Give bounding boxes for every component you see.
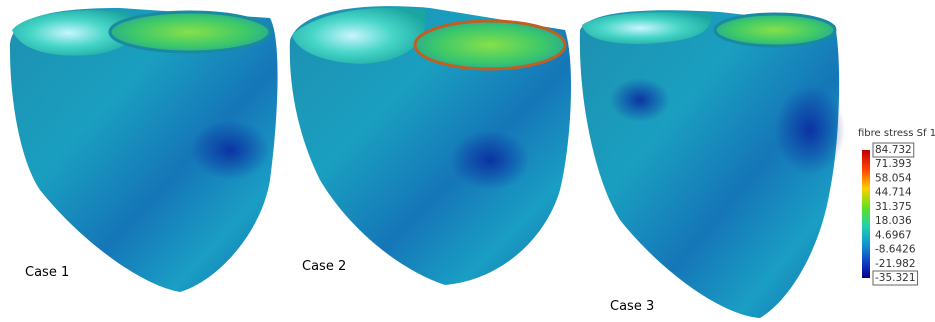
heart-model-2 (289, 6, 572, 286)
case-label: Case 1 (25, 265, 69, 280)
colorbar-label: 44.714 (875, 187, 912, 199)
colorbar-label-box (872, 142, 915, 158)
colorbar-label: 84.732 (875, 144, 912, 156)
colorbar: fibre stress Sf 1 84.732 71.393 58.054 44.7… (858, 128, 935, 286)
colorbar-gradient (862, 150, 870, 278)
colorbar-label-box (872, 270, 919, 286)
heart-model-3 (579, 10, 845, 319)
heart-model-1 (9, 8, 278, 292)
case-label: Case 2 (302, 259, 346, 274)
colorbar-label: 58.054 (875, 172, 912, 184)
colorbar-label: -8.6426 (875, 244, 916, 256)
colorbar-label: 31.375 (875, 201, 912, 213)
case-label: Case 3 (610, 299, 654, 314)
colorbar-label: -35.321 (875, 272, 916, 284)
colorbar-label: 4.6967 (875, 229, 912, 241)
colorbar-label: 71.393 (875, 158, 912, 170)
colorbar-label: 18.036 (875, 215, 912, 227)
colorbar-title: fibre stress Sf 1 (858, 128, 935, 139)
colorbar-label: -21.982 (875, 258, 916, 270)
